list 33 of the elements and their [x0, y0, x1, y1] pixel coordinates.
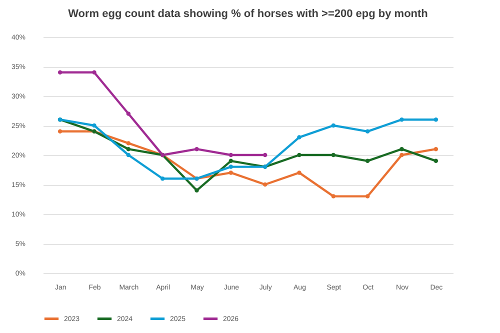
point — [434, 146, 438, 152]
point — [228, 170, 234, 175]
point — [194, 146, 199, 152]
point — [365, 129, 370, 134]
point — [400, 152, 404, 158]
point — [297, 135, 302, 140]
point — [331, 152, 336, 158]
point — [58, 129, 62, 134]
point — [434, 117, 438, 122]
point — [126, 146, 131, 152]
point — [262, 152, 268, 158]
point — [228, 164, 234, 169]
chart-title: Worm egg count data showing % of horses with >=200 epg by month — [68, 8, 428, 20]
point — [126, 152, 131, 158]
point — [331, 194, 336, 198]
point — [297, 170, 302, 175]
point — [92, 70, 96, 75]
point — [228, 152, 234, 158]
point — [365, 194, 370, 198]
point — [228, 158, 234, 164]
point — [262, 182, 268, 187]
point — [400, 117, 404, 122]
point — [126, 112, 131, 116]
point — [400, 146, 404, 152]
point — [194, 188, 199, 193]
point — [365, 158, 370, 164]
point — [58, 70, 62, 75]
point — [434, 158, 438, 164]
point — [92, 123, 96, 128]
point — [331, 123, 336, 128]
point — [160, 176, 165, 181]
point — [297, 152, 302, 158]
point — [126, 141, 131, 146]
